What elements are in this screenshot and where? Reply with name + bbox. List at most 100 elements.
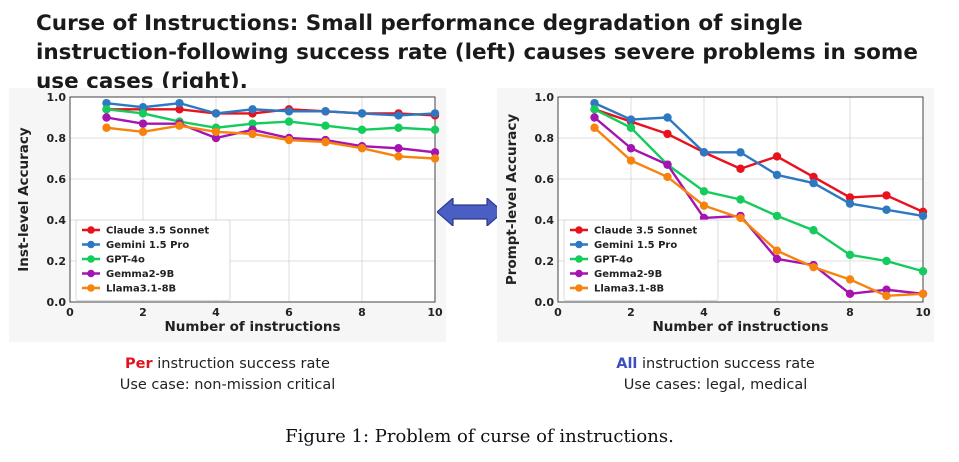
- prompt-level-legend-label: Claude 3.5 Sonnet: [594, 226, 697, 237]
- right-caption-use-case: Use cases: legal, medical: [623, 377, 808, 393]
- inst-level-point-gpt: [138, 109, 148, 118]
- inst-level-series-line-llama: [106, 124, 436, 160]
- inst-level-point-gemini: [321, 107, 330, 116]
- inst-level-legend-swatch-marker: [87, 284, 95, 292]
- prompt-level-point-llama: [882, 291, 891, 301]
- prompt-level-legend-label: Gemini 1.5 Pro: [594, 240, 677, 251]
- prompt-level-ylabel: Prompt-level Accuracy: [504, 114, 520, 286]
- prompt-level-point-claude: [736, 164, 745, 173]
- prompt-level-legend-swatch-marker: [575, 255, 583, 263]
- inst-level-point-gemma: [102, 113, 111, 122]
- inst-level-point-llama: [102, 123, 111, 132]
- inst-level-point-llama: [321, 137, 330, 147]
- prompt-level-point-llama: [663, 172, 672, 182]
- prompt-level-xtick-label: 0: [554, 306, 562, 319]
- inst-level-chart: 0.0 0.2 0.4 0.6 0.8 1.0 0 2 4 6 8 10 Number of instr…: [9, 88, 446, 342]
- prompt-level-legend-swatch-marker: [575, 269, 583, 278]
- inst-level-point-llama: [175, 121, 184, 130]
- prompt-level-series-line-gemini: [594, 102, 924, 218]
- prompt-level-legend-label: Llama3.1-8B: [594, 284, 664, 295]
- inst-level-series-line-gemma: [106, 116, 436, 154]
- prompt-level-xtick-label: 10: [915, 306, 931, 319]
- inst-level-point-gemini: [175, 98, 184, 108]
- prompt-level-point-gemini: [809, 178, 818, 188]
- inst-level-legend-label: Gemini 1.5 Pro: [106, 240, 189, 251]
- prompt-level-point-llama: [626, 156, 636, 165]
- inst-level-point-gpt: [357, 125, 367, 134]
- inst-level-ytick-label: 0.2: [47, 255, 67, 268]
- prompt-level-axes-frame: [557, 96, 924, 303]
- inst-level-point-claude: [175, 105, 184, 114]
- prompt-level-point-gemini: [699, 148, 709, 157]
- inst-level-point-llama: [284, 135, 294, 145]
- left-caption: Per instruction success rate Use case: n…: [9, 354, 446, 396]
- inst-level-series-line-gpt: [106, 108, 436, 131]
- prompt-level-ytick-label: 0.4: [535, 214, 555, 227]
- inst-level-point-llama: [357, 144, 367, 153]
- prompt-level-point-gemini: [882, 205, 891, 214]
- prompt-level-point-gpt: [699, 187, 709, 196]
- inst-level-legend-label: Llama3.1-8B: [106, 284, 176, 295]
- inst-level-xtick-label: 4: [212, 306, 220, 319]
- inst-level-legend-swatch-marker: [87, 226, 95, 234]
- inst-level-point-gpt: [394, 123, 403, 132]
- inst-level-axes-frame: [69, 96, 436, 303]
- inst-level-point-gemma: [211, 133, 221, 143]
- inst-level-point-gemma: [430, 148, 440, 157]
- figure-caption: Figure 1: Problem of curse of instructio…: [285, 426, 674, 447]
- inst-level-point-gemini: [138, 103, 148, 112]
- prompt-level-legend-box: [563, 219, 719, 301]
- prompt-level-series-line-llama: [593, 126, 924, 298]
- inst-level-point-gemma: [138, 119, 148, 128]
- prompt-level-xlabel: Number of instructions: [652, 319, 828, 335]
- prompt-level-legend-label: Gemma2-9B: [594, 269, 662, 280]
- left-caption-line1: Per instruction success rate: [9, 354, 446, 375]
- inst-level-point-llama: [430, 154, 440, 163]
- inst-level-series-line-gemini: [106, 101, 436, 117]
- prompt-level-point-gemma: [845, 289, 855, 298]
- inst-level-point-gemini: [248, 105, 257, 114]
- inst-level-legend-swatch-marker: [87, 255, 95, 263]
- prompt-level-ytick-label: 1.0: [535, 91, 555, 104]
- prompt-level-ytick-label: 0.0: [535, 296, 555, 309]
- inst-level-point-gpt: [284, 117, 294, 126]
- inst-level-point-gemini: [394, 111, 403, 120]
- inst-level-ytick-label: 0.4: [47, 214, 67, 227]
- prompt-level-point-gemma: [626, 144, 636, 153]
- prompt-level-point-gemma: [772, 254, 782, 264]
- prompt-level-legend-swatch-marker: [575, 226, 583, 234]
- inst-level-point-gpt: [102, 105, 111, 114]
- inst-level-xtick-label: 0: [66, 306, 74, 319]
- inst-level-point-gemini: [357, 109, 367, 118]
- inst-level-xlabel: Number of instructions: [164, 319, 340, 335]
- inst-level-ylabel: Inst-level Accuracy: [16, 127, 32, 272]
- prompt-level-point-claude: [845, 193, 855, 202]
- prompt-level-point-gpt: [590, 105, 599, 114]
- prompt-level-series-line-gpt: [593, 108, 924, 273]
- inst-level-xtick-label: 6: [285, 306, 293, 319]
- inst-level-legend-label: Gemma2-9B: [106, 269, 174, 280]
- inst-level-point-gpt: [430, 125, 440, 134]
- prompt-level-point-llama: [918, 289, 928, 298]
- prompt-level-point-gemini: [663, 113, 672, 122]
- prompt-level-xtick-label: 4: [700, 306, 708, 319]
- prompt-level-point-gemini: [736, 148, 745, 157]
- prompt-level-point-gpt: [736, 195, 745, 204]
- double-arrow-icon: [437, 198, 503, 226]
- inst-level-point-gpt: [321, 121, 330, 130]
- inst-level-xtick-label: 10: [427, 306, 443, 319]
- inst-level-point-gemini: [284, 107, 294, 116]
- prompt-level-xtick-label: 6: [773, 306, 781, 319]
- prompt-level-point-gemini: [772, 170, 782, 180]
- inst-level-legend-label: Claude 3.5 Sonnet: [106, 226, 209, 237]
- prompt-level-point-llama: [590, 123, 599, 132]
- inst-level-legend-label: GPT-4o: [106, 255, 145, 266]
- prompt-level-xtick-label: 8: [846, 306, 854, 319]
- inst-level-ytick-label: 0.0: [47, 296, 67, 309]
- inst-level-point-gemini: [430, 109, 440, 118]
- prompt-level-chart-svg: 0.0 0.2 0.4 0.6 0.8 1.0 0 2 4 6 8 10 Number of instr…: [504, 91, 931, 335]
- prompt-level-point-gpt: [918, 267, 928, 276]
- left-caption-text: instruction success rate: [152, 356, 330, 372]
- prompt-level-point-llama: [809, 262, 818, 272]
- prompt-level-point-claude: [809, 172, 818, 182]
